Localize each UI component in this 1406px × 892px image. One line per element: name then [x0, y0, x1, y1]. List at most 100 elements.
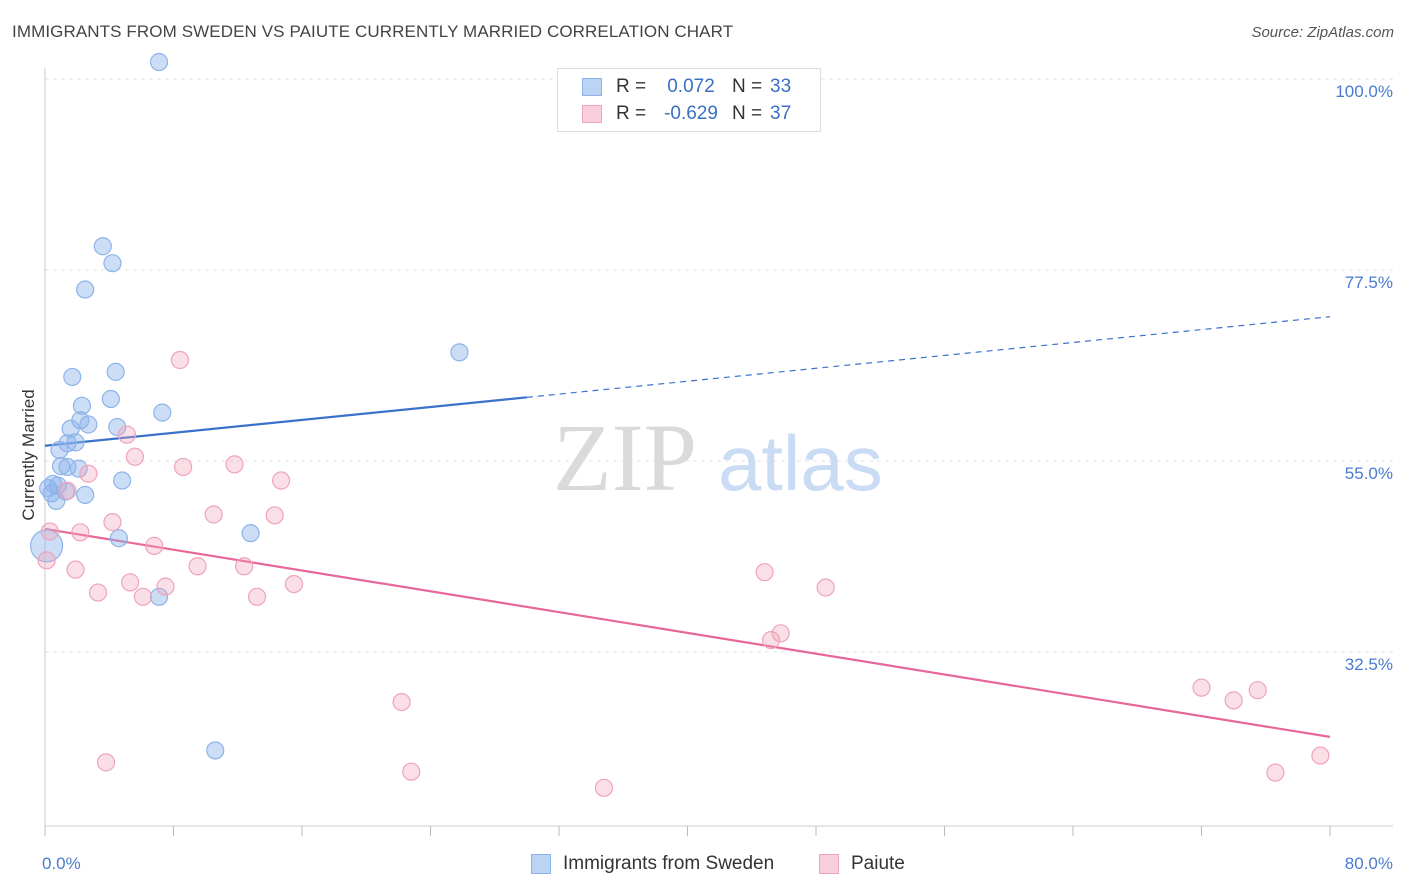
watermark-zip: ZIP	[553, 404, 697, 511]
y-tick-label: 55.0%	[1345, 464, 1393, 483]
point-paiute	[40, 522, 59, 541]
axis-layer	[44, 68, 1393, 836]
chart-source: Source: ZipAtlas.com	[1251, 24, 1394, 41]
point-paiute	[816, 578, 835, 597]
legend-n-label: N =	[732, 103, 763, 124]
point-paiute	[37, 551, 56, 570]
point-paiute	[66, 560, 85, 579]
point-paiute	[174, 457, 193, 477]
point-paiute	[145, 536, 164, 555]
point-paiute	[1266, 763, 1285, 782]
legend-n-value: 37	[770, 103, 792, 124]
point-sweden	[112, 471, 132, 490]
y-tick-label: 32.5%	[1345, 655, 1393, 674]
watermark-atlas: atlas	[718, 419, 883, 507]
point-sweden	[69, 459, 88, 478]
point-paiute	[58, 481, 77, 500]
point-paiute	[1224, 691, 1243, 710]
point-sweden	[206, 741, 225, 760]
point-sweden	[58, 457, 77, 477]
point-sweden	[76, 485, 95, 505]
legend-r-label: R =	[616, 103, 647, 124]
trend-layer	[44, 316, 1331, 738]
point-paiute	[96, 753, 116, 772]
bottom-legend-label-sweden: Immigrants from Sweden	[563, 853, 775, 874]
point-sweden	[79, 415, 98, 434]
point-sweden	[149, 52, 169, 72]
point-paiute	[1192, 678, 1211, 697]
point-sweden	[153, 403, 172, 422]
point-paiute	[88, 583, 108, 602]
x-tick-label: 80.0%	[1345, 854, 1393, 873]
point-paiute	[771, 624, 790, 643]
point-sweden	[47, 491, 66, 510]
point-sweden	[76, 280, 95, 299]
trend-line-paiute	[44, 527, 1331, 738]
point-sweden	[108, 417, 127, 437]
points-layer	[30, 52, 1330, 797]
legend-r-value: 0.072	[667, 76, 715, 97]
point-paiute	[125, 447, 145, 466]
point-paiute	[79, 464, 98, 483]
legend-row-paiute: R = -0.629 N = 37	[582, 102, 791, 126]
point-paiute	[170, 350, 190, 370]
point-paiute	[235, 557, 254, 576]
point-sweden	[109, 529, 128, 548]
legend-n-label: N =	[732, 76, 763, 97]
y-tick-label: 77.5%	[1345, 273, 1393, 292]
point-paiute	[156, 577, 175, 596]
point-paiute	[265, 506, 284, 525]
point-paiute	[225, 455, 244, 474]
point-sweden	[51, 456, 71, 476]
point-paiute	[402, 762, 421, 781]
bottom-legend-paiute: Paiute	[819, 852, 905, 876]
point-sweden	[106, 362, 125, 381]
legend-swatch-blue	[582, 78, 602, 96]
legend-swatch-pink	[582, 105, 602, 123]
point-sweden	[50, 440, 69, 460]
point-paiute	[761, 631, 781, 650]
bottom-legend-swatch-pink	[819, 854, 839, 874]
trend-line-sweden	[44, 396, 527, 447]
bottom-legend-label-paiute: Paiute	[851, 853, 905, 874]
point-sweden	[241, 524, 260, 543]
tick-labels: 32.5% 55.0% 77.5% 100.0% 0.0% 80.0%	[42, 82, 1393, 873]
point-sweden	[450, 343, 469, 362]
zipatlas-watermark: ZIP atlas	[553, 404, 883, 511]
legend-n-value: 33	[770, 76, 792, 97]
point-paiute	[103, 513, 122, 532]
legend-row-sweden: R = 0.072 N = 33	[582, 75, 791, 99]
point-sweden	[63, 367, 82, 387]
legend-box: R = 0.072 N = 33 R = -0.629 N = 37	[557, 68, 821, 132]
point-paiute	[284, 574, 304, 594]
point-paiute	[188, 557, 207, 576]
bottom-legend-swatch-blue	[531, 854, 551, 874]
point-sweden	[149, 587, 169, 606]
point-paiute	[133, 587, 153, 606]
point-sweden	[101, 389, 120, 409]
point-paiute	[247, 587, 267, 606]
point-paiute	[1248, 681, 1267, 700]
x-tick-label: 0.0%	[42, 854, 81, 873]
point-sweden	[103, 254, 122, 273]
chart-title: IMMIGRANTS FROM SWEDEN VS PAIUTE CURRENT…	[12, 22, 734, 41]
point-sweden	[66, 433, 85, 452]
legend-r-value: -0.629	[664, 103, 718, 124]
y-tick-label: 100.0%	[1335, 82, 1393, 101]
point-paiute	[117, 425, 137, 444]
trend-line-sweden-extension	[526, 316, 1331, 398]
bottom-legend-sweden: Immigrants from Sweden	[531, 852, 774, 876]
point-paiute	[71, 523, 90, 542]
legend-r-label: R =	[616, 76, 647, 97]
point-paiute	[594, 778, 614, 797]
point-sweden	[56, 482, 75, 501]
point-paiute	[755, 563, 774, 582]
point-paiute	[392, 692, 411, 712]
point-sweden	[61, 419, 80, 438]
point-paiute	[1311, 746, 1330, 765]
point-sweden	[72, 396, 92, 415]
point-sweden	[93, 237, 112, 256]
y-axis-title: Currently Married	[19, 389, 38, 520]
grid-layer	[45, 78, 1393, 653]
